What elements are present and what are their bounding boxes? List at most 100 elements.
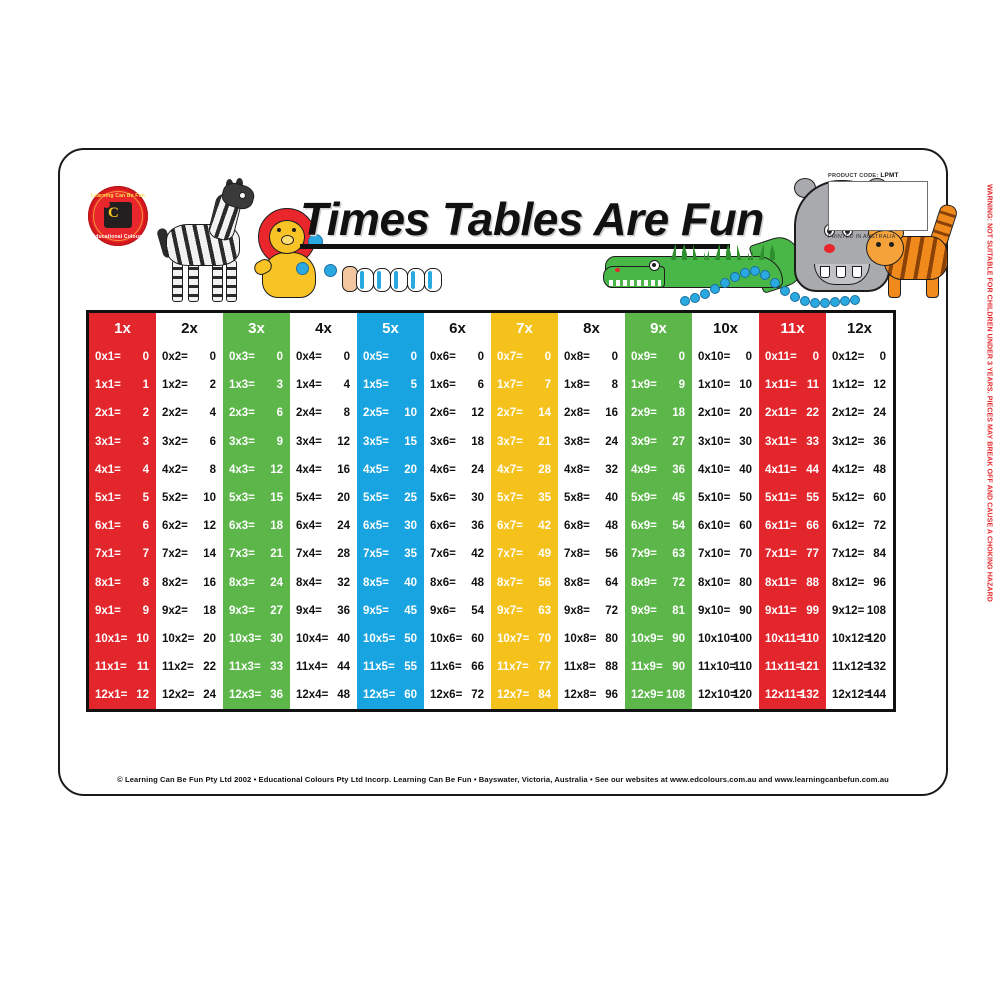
cell-result: 18: [672, 407, 685, 420]
cell-expression: 5x5=: [363, 492, 389, 505]
cell-result: 6: [209, 435, 216, 448]
times-table-cell: 0 0x9=: [625, 343, 692, 372]
cell-result: 66: [806, 520, 819, 533]
cell-expression: 0x9=: [631, 351, 657, 364]
cell-result: 28: [538, 463, 551, 476]
cell-expression: 8x4=: [296, 576, 322, 589]
times-table-cell: 28 7x4=: [290, 540, 357, 569]
times-table-cell: 36 3x12=: [826, 427, 893, 456]
times-table-cell: 6 3x2=: [156, 427, 223, 456]
cell-expression: 6x12=: [832, 520, 865, 533]
times-table-cell: 11 1x11=: [759, 371, 826, 400]
cell-result: 14: [203, 548, 216, 561]
cell-result: 66: [471, 661, 484, 674]
cell-result: 88: [806, 576, 819, 589]
cell-expression: 5x7=: [497, 492, 523, 505]
times-table-cell: 77 11x7=: [491, 653, 558, 682]
times-table-cell: 55 11x5=: [357, 653, 424, 682]
cell-result: 90: [672, 632, 685, 645]
cell-expression: 4x7=: [497, 463, 523, 476]
cell-expression: 8x3=: [229, 576, 255, 589]
cell-result: 28: [337, 548, 350, 561]
cell-result: 90: [672, 661, 685, 674]
footer-copyright: © Learning Can Be Fun Pty Ltd 2002 • Edu…: [117, 775, 889, 784]
cell-expression: 1x8=: [564, 379, 590, 392]
times-table-cell: 16 2x8=: [558, 399, 625, 428]
cell-expression: 2x11=: [765, 407, 797, 420]
cell-result: 2: [209, 379, 216, 392]
cell-expression: 2x7=: [497, 407, 523, 420]
cell-expression: 10x11=: [765, 632, 804, 645]
cell-result: 0: [678, 351, 685, 364]
cell-result: 60: [404, 689, 417, 702]
cell-expression: 7x6=: [430, 548, 456, 561]
cell-result: 27: [270, 604, 283, 617]
cell-result: 30: [270, 632, 283, 645]
times-table-cell: 121 11x11=: [759, 653, 826, 682]
crocodile-nostril: [615, 268, 620, 272]
tiger-icon: [866, 202, 964, 300]
cell-expression: 1x6=: [430, 379, 456, 392]
times-table-cell: 80 10x8=: [558, 624, 625, 654]
cell-result: 18: [471, 435, 484, 448]
cell-expression: 3x7=: [497, 435, 523, 448]
cell-expression: 6x5=: [363, 520, 389, 533]
cell-expression: 11x2=: [162, 661, 194, 674]
cell-expression: 10x1=: [95, 632, 128, 645]
cell-expression: 7x1=: [95, 548, 121, 561]
times-table-cell: 9 9x1=: [89, 596, 156, 625]
cell-expression: 8x6=: [430, 576, 456, 589]
cell-result: 56: [538, 576, 551, 589]
logo-red-dot: [103, 201, 110, 208]
logo-top-text: Learning Can Be Fun: [90, 193, 146, 199]
cell-result: 4: [142, 463, 149, 476]
cell-expression: 9x3=: [229, 604, 255, 617]
cell-result: 10: [203, 492, 216, 505]
cell-expression: 2x1=: [95, 407, 121, 420]
page-title: Times Tables Are Fun: [300, 193, 764, 245]
times-table-cell: 110 11x10=: [692, 653, 759, 682]
cell-result: 55: [806, 492, 819, 505]
cell-result: 33: [270, 661, 283, 674]
cell-result: 7: [142, 548, 149, 561]
times-table-cell: 12 6x2=: [156, 512, 223, 541]
cell-expression: 12x3=: [229, 689, 262, 702]
times-table-cell: 60 10x6=: [424, 624, 491, 654]
cell-expression: 3x10=: [698, 435, 731, 448]
cell-result: 11: [806, 379, 819, 392]
times-table-cell: 42 7x6=: [424, 540, 491, 569]
cell-result: 48: [605, 520, 618, 533]
product-code-block: PRODUCT CODE: LPMT PRINTED IN AUSTRALIA: [828, 172, 928, 240]
times-table-cell: 12 3x4=: [290, 427, 357, 456]
cell-expression: 0x6=: [430, 351, 456, 364]
cell-result: 24: [873, 407, 886, 420]
cell-result: 36: [337, 604, 350, 617]
cell-result: 7: [544, 379, 551, 392]
times-table-cell: 21 7x3=: [223, 540, 290, 569]
times-table-cell: 15 5x3=: [223, 483, 290, 513]
cell-expression: 2x6=: [430, 407, 456, 420]
times-table-column-header-6: 6x: [424, 313, 491, 343]
times-table-cell: 5 1x5=: [357, 371, 424, 400]
times-table-cell: 0 0x8=: [558, 343, 625, 372]
cell-result: 27: [672, 435, 685, 448]
cell-expression: 6x1=: [95, 520, 121, 533]
cell-result: 1: [142, 379, 149, 392]
cell-expression: 11x11=: [765, 661, 803, 674]
cell-result: 6: [477, 379, 484, 392]
times-table-cell: 30 5x6=: [424, 483, 491, 513]
cell-result: 12: [136, 689, 149, 702]
times-table-cell: 108 9x12=: [826, 596, 893, 625]
cell-expression: 6x7=: [497, 520, 523, 533]
times-table-cell: 9 1x9=: [625, 371, 692, 400]
cell-result: 50: [404, 632, 417, 645]
times-table-cell: 90 9x10=: [692, 596, 759, 625]
cell-result: 4: [343, 379, 350, 392]
cell-result: 3: [276, 379, 283, 392]
times-table-cell: 1 1x1=: [89, 371, 156, 400]
bead-icon: [324, 264, 337, 277]
cell-result: 30: [471, 492, 484, 505]
cell-result: 8: [142, 576, 149, 589]
times-table-cell: 8 1x8=: [558, 371, 625, 400]
cell-expression: 8x11=: [765, 576, 797, 589]
